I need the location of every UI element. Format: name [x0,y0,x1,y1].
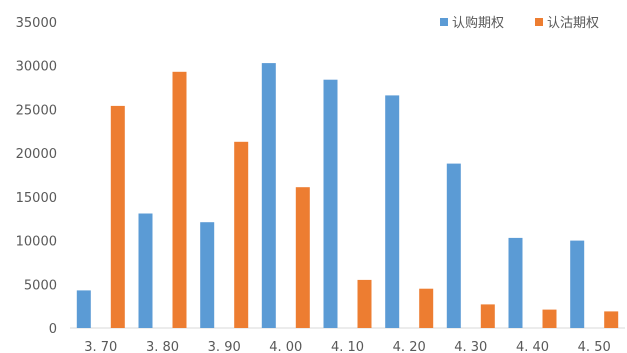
y-tick-label: 0 [49,322,57,337]
bars [76,63,619,329]
x-tick-label: 3. 80 [146,340,179,353]
legend-swatch-series-1 [440,18,448,26]
y-tick-label: 10000 [16,235,57,250]
x-tick-label: 4. 40 [516,340,549,353]
bar-series-2-4.40 [542,309,557,328]
bar-series-2-4.50 [604,311,619,328]
x-tick-label: 4. 00 [269,340,302,353]
x-tick-label: 4. 10 [331,340,364,353]
bar-series-2-3.80 [172,71,187,329]
y-tick-label: 15000 [16,191,57,206]
y-tick-label: 5000 [24,278,57,293]
y-tick-label: 20000 [16,147,57,162]
x-tick-label: 3. 90 [208,340,241,353]
x-axis-ticks: 3. 70 3. 80 3. 90 4. 00 4. 10 4. 20 4. 30 4. 40… [84,340,610,353]
bar-series-1-4.40 [508,237,523,328]
legend-label-series-2: 认沽期权 [547,15,599,31]
x-tick-label: 4. 30 [454,340,487,353]
bar-series-1-3.90 [200,222,215,328]
bar-series-1-4.50 [570,240,585,328]
x-tick-label: 3. 70 [84,340,117,353]
bar-series-1-3.80 [138,213,153,328]
bar-series-2-4.10 [357,279,372,328]
bar-series-1-4.30 [446,163,461,328]
y-tick-label: 25000 [16,103,57,118]
y-tick-label: 35000 [16,16,57,31]
bar-series-1-4.20 [385,95,400,329]
bar-series-2-3.90 [234,141,249,328]
y-axis-ticks: 0 5000 10000 15000 20000 25000 30000 35000 [16,16,57,337]
bar-series-1-4.00 [261,63,276,328]
bar-series-2-4.30 [480,304,495,328]
y-tick-label: 30000 [16,60,57,75]
bar-series-2-4.20 [419,288,434,328]
bar-series-2-4.00 [295,187,310,328]
legend-label-series-1: 认购期权 [452,15,504,31]
x-tick-label: 4. 50 [578,340,611,353]
legend-swatch-series-2 [535,18,543,26]
legend: 认购期权 认沽期权 [440,15,599,31]
bar-series-2-3.70 [110,105,125,329]
bar-series-1-3.70 [76,290,91,328]
bar-series-1-4.10 [323,79,338,328]
x-tick-label: 4. 20 [393,340,426,353]
